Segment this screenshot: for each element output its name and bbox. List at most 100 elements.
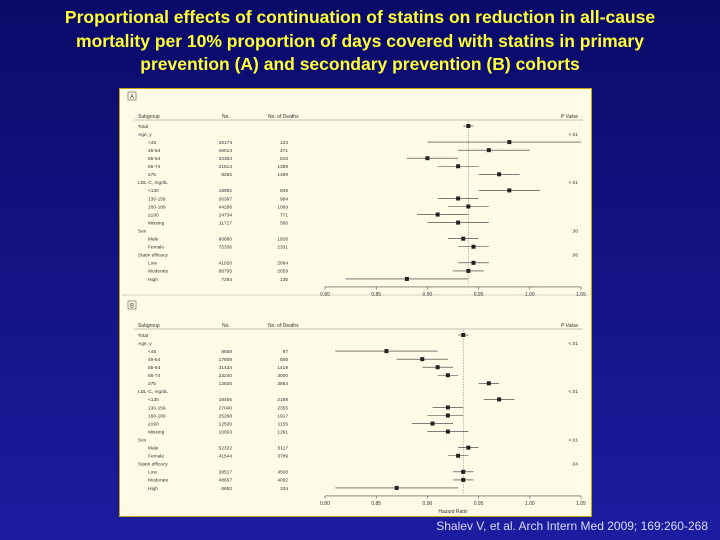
row-label: Sex: [138, 437, 147, 443]
row-deaths: 2331: [277, 245, 288, 251]
row-n: 48657: [219, 478, 233, 484]
row-label: 160-189: [148, 204, 166, 210]
row-label: Male: [148, 237, 159, 243]
title-line: Proportional effects of continuation of …: [64, 7, 656, 27]
row-label: <45: [148, 140, 156, 146]
row-n: 60680: [219, 237, 233, 243]
panel-letter-box: [127, 91, 137, 101]
row-deaths: 471: [280, 148, 288, 154]
row-label: ≥75: [148, 381, 156, 387]
row-deaths: 1917: [277, 413, 288, 419]
row-deaths: 3884: [277, 381, 288, 387]
row-n: 33364: [219, 156, 233, 162]
row-deaths: 1069: [277, 204, 288, 210]
row-deaths: 124: [280, 140, 288, 146]
row-n: 21614: [219, 164, 233, 170]
row-label: LDL-C, mg/dL: [138, 389, 168, 395]
column-header-n: No.: [222, 323, 230, 329]
row-label: 130-159: [148, 196, 166, 202]
hazard-ratio-point: [445, 405, 450, 410]
row-deaths: 506: [280, 357, 288, 363]
row-deaths: 3789: [277, 454, 288, 460]
row-label: 55-64: [148, 156, 161, 162]
row-deaths: 1928: [277, 237, 288, 243]
hazard-ratio-point: [461, 333, 466, 337]
row-label: Total: [138, 124, 148, 130]
hazard-ratio-point: [430, 421, 435, 426]
hazard-ratio-point: [445, 429, 450, 434]
x-tick-label: 0.90: [423, 501, 433, 507]
row-label: 55-64: [148, 365, 161, 371]
row-deaths: 984: [280, 196, 288, 202]
column-header-n: No.: [222, 114, 230, 120]
row-label: Statin efficacy: [138, 253, 168, 259]
hazard-ratio-point: [445, 373, 450, 378]
row-n: 8558: [221, 349, 232, 355]
forest-plot-figure: A Subgroup No. No. of Deaths P Value Total Age…: [119, 88, 592, 517]
citation: Shalev V, et al. Arch Intern Med 2009; 1…: [436, 519, 708, 533]
row-deaths: 2064: [277, 261, 288, 267]
row-p-value: .30: [571, 228, 578, 234]
x-tick-label: 0.80: [320, 501, 330, 507]
row-deaths: 3000: [277, 373, 288, 379]
panel-letter: A: [130, 95, 134, 101]
x-tick-label: 1.00: [525, 501, 535, 507]
hazard-ratio-point: [461, 469, 466, 474]
row-label: Statin efficacy: [138, 462, 168, 468]
row-n: 41544: [219, 454, 233, 460]
row-label: Total: [138, 333, 148, 339]
row-n: 12826: [219, 381, 233, 387]
row-deaths: 1489: [277, 172, 288, 178]
row-p-value: .04: [571, 462, 578, 468]
row-label: 45-54: [148, 357, 161, 363]
row-p-value: <.01: [569, 341, 579, 347]
row-label: Age, y: [138, 341, 152, 347]
row-n: 36387: [219, 196, 233, 202]
row-deaths: 1359: [277, 164, 288, 170]
row-label: Female: [148, 245, 164, 251]
row-label: LDL-C, mg/dL: [138, 180, 168, 186]
row-label: High: [148, 486, 158, 492]
row-label: Missing: [148, 429, 165, 435]
hazard-ratio-point: [466, 124, 471, 128]
row-label: Low: [148, 261, 157, 267]
row-label: 65-74: [148, 373, 161, 379]
row-label: 65-74: [148, 164, 161, 170]
hazard-ratio-point: [471, 244, 476, 249]
row-deaths: 566: [280, 220, 288, 226]
hazard-ratio-point: [456, 196, 461, 201]
hazard-ratio-point: [461, 236, 466, 241]
slide-title: Proportional effects of continuation of …: [10, 6, 710, 77]
hazard-ratio-point: [486, 381, 491, 386]
hazard-ratio-point: [456, 220, 461, 225]
hazard-ratio-point: [507, 188, 512, 193]
row-label: Moderate: [148, 269, 169, 275]
hazard-ratio-point: [404, 276, 409, 281]
hazard-ratio-point: [497, 397, 502, 402]
forest-plot-canvas: A Subgroup No. No. of Deaths P Value Total Age…: [122, 91, 589, 515]
hazard-ratio-point: [471, 260, 476, 265]
column-header-subgroup: Subgroup: [138, 323, 160, 329]
x-tick-label: 0.95: [474, 501, 484, 507]
row-n: 44296: [219, 204, 233, 210]
row-deaths: 2059: [277, 269, 288, 275]
row-n: 8250: [221, 172, 232, 178]
row-n: 25268: [219, 413, 233, 419]
hazard-ratio-point: [435, 212, 440, 217]
row-n: 31434: [219, 365, 233, 371]
row-n: 10603: [219, 429, 233, 435]
column-header-p-value: P Value: [561, 323, 578, 329]
row-label: ≥75: [148, 172, 156, 178]
x-axis-label: Hazard Ratio: [438, 509, 467, 515]
row-deaths: 2355: [277, 405, 288, 411]
row-n: 24734: [219, 212, 233, 218]
row-p-value: <.01: [569, 437, 579, 443]
row-n: 26174: [219, 140, 233, 146]
hazard-ratio-point: [445, 413, 450, 418]
row-n: 27040: [219, 405, 233, 411]
column-header-p-value: P Value: [561, 114, 578, 120]
row-deaths: 771: [280, 212, 288, 218]
row-deaths: 334: [280, 486, 288, 492]
row-p-value: .06: [571, 253, 578, 259]
row-deaths: 4508: [277, 470, 288, 476]
